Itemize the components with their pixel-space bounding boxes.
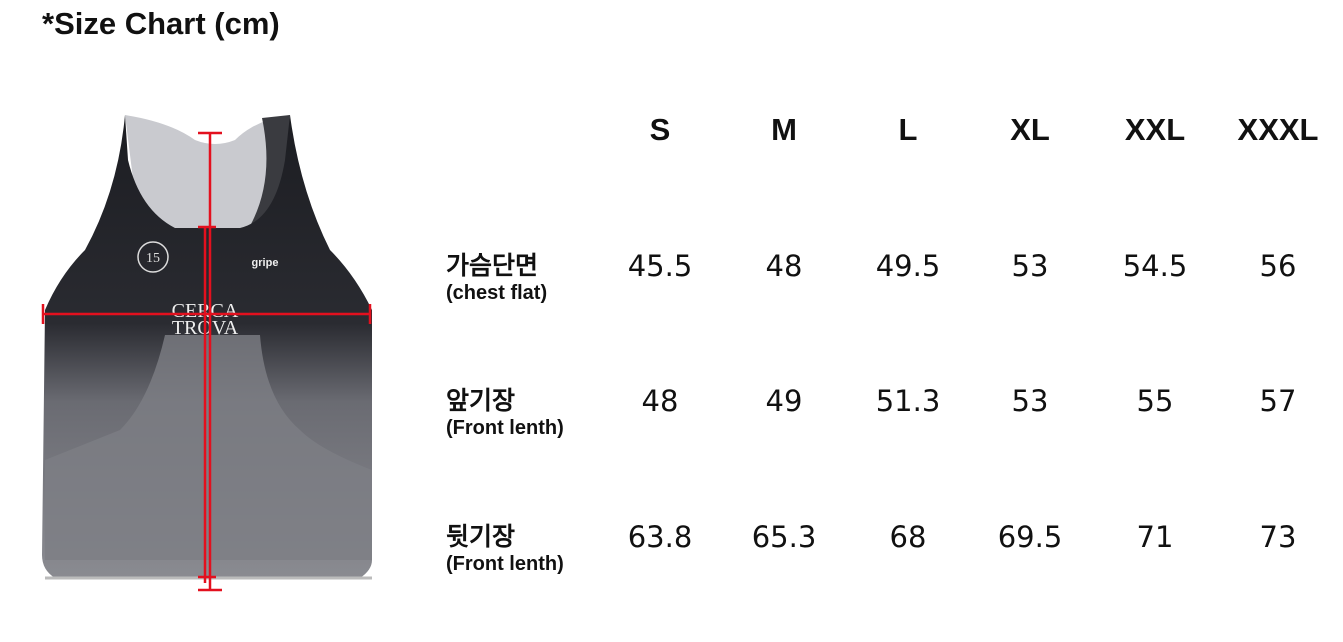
size-header-l: L: [898, 112, 918, 147]
row-label-ko: 가슴단면: [446, 251, 539, 280]
size-value-cell: 54.5: [1122, 249, 1188, 283]
size-value-cell: 55: [1136, 384, 1174, 418]
tank-top-image: CERCA TROVA gripe 15: [41, 115, 372, 592]
size-header-xl: XL: [1010, 112, 1050, 147]
size-value-cell: 48: [765, 249, 803, 283]
size-value-cell: 53: [1011, 384, 1049, 418]
size-value-cell: 63.8: [627, 520, 693, 554]
row-label-en: (Front lenth): [446, 553, 564, 575]
row-label-front: 앞기장 (Front lenth): [446, 386, 564, 440]
size-value-cell: 49.5: [875, 249, 941, 283]
badge-emblem: [137, 241, 169, 273]
size-value-cell: 65.3: [751, 520, 817, 554]
size-value-cell: 68: [889, 520, 927, 554]
row-label-en: (chest flat): [446, 282, 548, 304]
page-title: *Size Chart (cm): [42, 6, 280, 41]
size-header-xxl: XXL: [1124, 112, 1186, 147]
back-panel: [125, 115, 290, 229]
size-value-cell: 56: [1259, 249, 1297, 283]
row-label-chest: 가슴단면 (chest flat): [446, 251, 547, 305]
row-label-ko: 앞기장: [446, 386, 516, 415]
measure-lines: [41, 131, 372, 592]
print-brand: gripe: [252, 257, 279, 269]
size-value-cell: 71: [1136, 520, 1174, 554]
row-label-ko: 뒷기장: [446, 522, 516, 551]
size-value-cell: 48: [641, 384, 679, 418]
row-label-back: 뒷기장 (Front lenth): [446, 522, 564, 576]
size-value-cell: 49: [765, 384, 803, 418]
size-value-cell: 51.3: [875, 384, 941, 418]
size-value-cell: 45.5: [627, 249, 693, 283]
row-label-en: (Front lenth): [446, 417, 564, 439]
size-value-cell: 57: [1259, 384, 1297, 418]
size-value-cell: 69.5: [997, 520, 1063, 554]
size-value-cell: 53: [1011, 249, 1049, 283]
road-shape: [45, 335, 372, 560]
size-value-cell: 73: [1259, 520, 1297, 554]
size-header-m: M: [771, 112, 797, 147]
size-header-s: S: [649, 112, 671, 147]
print-badge: 15: [146, 251, 160, 266]
size-header-xxxl: XXXL: [1237, 112, 1319, 147]
